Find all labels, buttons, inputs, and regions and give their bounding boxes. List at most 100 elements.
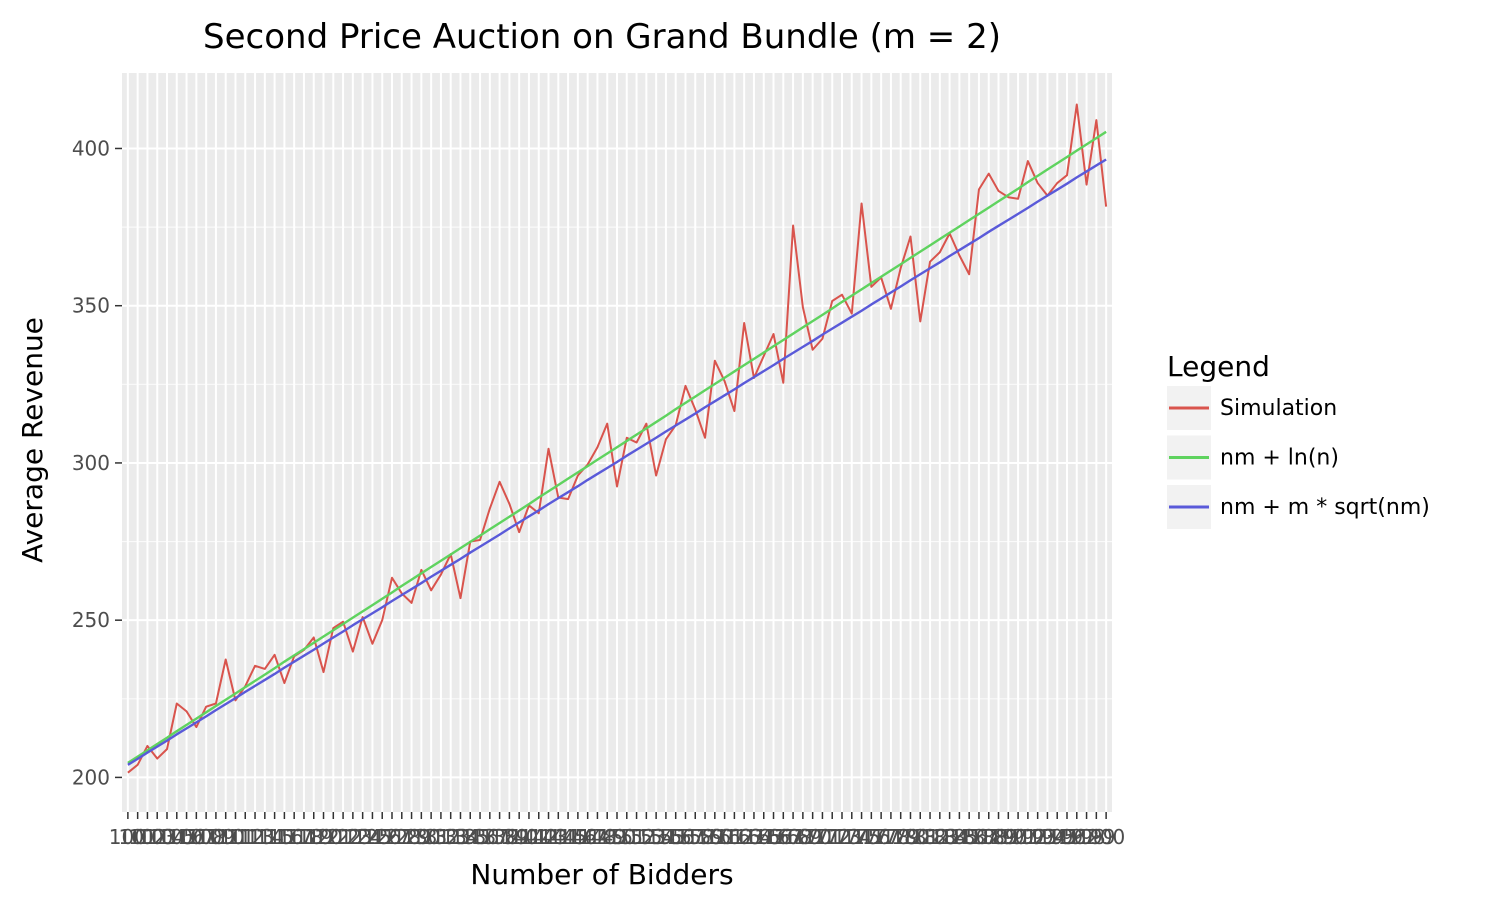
legend: Legend Simulation nm + ln(n) nm + m * sqrt… xyxy=(1167,350,1430,529)
x-tick-label: 128 xyxy=(383,825,421,849)
x-tick-label: 129 xyxy=(392,825,430,849)
x-tick-label: 181 xyxy=(901,825,939,849)
x-tick-label: 178 xyxy=(872,825,910,849)
x-tick-label: 199 xyxy=(1077,825,1115,849)
x-tick-label: 111 xyxy=(216,825,254,849)
x-tick-label: 197 xyxy=(1058,825,1096,849)
x-tick-label: 132 xyxy=(422,825,460,849)
y-tick-label: 400 xyxy=(72,136,110,160)
x-tick-label: 123 xyxy=(334,825,372,849)
y-tick-label: 200 xyxy=(72,765,110,789)
x-tick-label: 106 xyxy=(167,825,205,849)
x-tick-label: 176 xyxy=(852,825,890,849)
x-tick-label: 120 xyxy=(304,825,342,849)
x-tick-label: 150 xyxy=(598,825,636,849)
x-tick-label: 177 xyxy=(862,825,900,849)
x-tick-label: 134 xyxy=(441,825,479,849)
x-tick-label: 108 xyxy=(187,825,225,849)
x-tick-label: 155 xyxy=(647,825,685,849)
x-tick-label: 110 xyxy=(207,825,245,849)
x-tick-label: 179 xyxy=(882,825,920,849)
x-tick-label: 167 xyxy=(764,825,802,849)
x-tick-label: 163 xyxy=(725,825,763,849)
x-tick-label: 166 xyxy=(754,825,792,849)
x-tick-label: 118 xyxy=(285,825,323,849)
x-tick-label: 142 xyxy=(520,825,558,849)
x-tick-label: 124 xyxy=(344,825,382,849)
x-tick-label: 158 xyxy=(676,825,714,849)
x-tick-label: 102 xyxy=(128,825,166,849)
legend-label: Simulation xyxy=(1220,396,1337,421)
x-tick-label: 145 xyxy=(549,825,587,849)
x-tick-label: 193 xyxy=(1019,825,1057,849)
x-tick-label: 109 xyxy=(197,825,235,849)
x-tick-label: 151 xyxy=(608,825,646,849)
series-line xyxy=(127,103,1108,774)
series-line xyxy=(127,158,1107,766)
x-tick-label: 192 xyxy=(1009,825,1047,849)
x-tick-label: 164 xyxy=(735,825,773,849)
x-tick-label: 138 xyxy=(481,825,519,849)
x-tick-label: 194 xyxy=(1028,825,1066,849)
x-tick-label: 130 xyxy=(402,825,440,849)
series-line xyxy=(127,130,1107,764)
x-tick-label: 186 xyxy=(950,825,988,849)
x-tick-label: 146 xyxy=(559,825,597,849)
x-tick-label: 173 xyxy=(823,825,861,849)
x-tick-label: 144 xyxy=(539,825,577,849)
x-tick-label: 198 xyxy=(1067,825,1105,849)
x-tick-label: 104 xyxy=(148,825,186,849)
x-tick-label: 160 xyxy=(696,825,734,849)
x-tick-label: 152 xyxy=(617,825,655,849)
x-tick-label: 190 xyxy=(989,825,1027,849)
x-tick-label: 191 xyxy=(999,825,1037,849)
x-tick-label: 189 xyxy=(979,825,1017,849)
x-axis: 1001011021031041051061071081091101111121… xyxy=(109,812,1125,849)
x-tick-label: 165 xyxy=(745,825,783,849)
x-tick-label: 195 xyxy=(1038,825,1076,849)
x-tick-label: 121 xyxy=(314,825,352,849)
x-tick-label: 200 xyxy=(1087,825,1125,849)
x-tick-label: 113 xyxy=(236,825,274,849)
x-tick-label: 196 xyxy=(1048,825,1086,849)
x-tick-label: 139 xyxy=(490,825,528,849)
y-tick-label: 350 xyxy=(72,294,110,318)
x-tick-label: 171 xyxy=(803,825,841,849)
series-lines xyxy=(127,103,1108,774)
x-tick-label: 103 xyxy=(138,825,176,849)
x-tick-label: 188 xyxy=(970,825,1008,849)
x-tick-label: 184 xyxy=(931,825,969,849)
x-tick-label: 126 xyxy=(363,825,401,849)
x-tick-label: 174 xyxy=(833,825,871,849)
x-tick-label: 133 xyxy=(432,825,470,849)
x-tick-label: 116 xyxy=(265,825,303,849)
legend-label: nm + m * sqrt(nm) xyxy=(1220,495,1430,520)
x-tick-label: 114 xyxy=(246,825,284,849)
x-tick-label: 182 xyxy=(911,825,949,849)
x-tick-label: 161 xyxy=(706,825,744,849)
x-tick-label: 185 xyxy=(940,825,978,849)
x-axis-title: Number of Bidders xyxy=(470,858,733,891)
x-tick-label: 127 xyxy=(373,825,411,849)
x-tick-label: 148 xyxy=(578,825,616,849)
x-tick-label: 175 xyxy=(842,825,880,849)
x-tick-label: 180 xyxy=(891,825,929,849)
x-tick-label: 153 xyxy=(627,825,665,849)
x-tick-label: 122 xyxy=(324,825,362,849)
y-tick-label: 300 xyxy=(72,451,110,475)
y-tick-label: 250 xyxy=(72,608,110,632)
chart-title: Second Price Auction on Grand Bundle (m … xyxy=(203,17,1001,57)
x-tick-label: 101 xyxy=(119,825,157,849)
y-axis-title: Average Revenue xyxy=(16,317,49,563)
x-tick-label: 169 xyxy=(784,825,822,849)
x-tick-label: 137 xyxy=(471,825,509,849)
x-tick-label: 162 xyxy=(715,825,753,849)
x-tick-label: 159 xyxy=(686,825,724,849)
x-tick-label: 149 xyxy=(588,825,626,849)
x-tick-label: 143 xyxy=(529,825,567,849)
x-tick-label: 105 xyxy=(158,825,196,849)
x-tick-label: 117 xyxy=(275,825,313,849)
x-tick-label: 154 xyxy=(637,825,675,849)
x-tick-label: 168 xyxy=(774,825,812,849)
x-tick-label: 157 xyxy=(666,825,704,849)
